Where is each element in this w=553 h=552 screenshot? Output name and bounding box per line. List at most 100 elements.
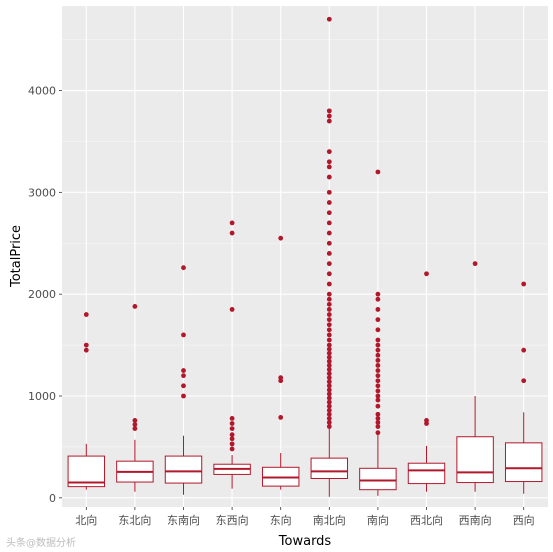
x-tick-label: 东北向 bbox=[118, 513, 151, 527]
y-tick-label: 0 bbox=[49, 492, 56, 505]
x-tick-label: 南北向 bbox=[313, 513, 346, 527]
x-tick-label: 西向 bbox=[513, 513, 535, 527]
outlier-point bbox=[375, 363, 381, 368]
box-iqr bbox=[456, 436, 494, 484]
box-9 bbox=[504, 281, 543, 494]
outlier-point bbox=[326, 108, 332, 114]
outlier-point bbox=[229, 446, 235, 452]
outlier-point bbox=[326, 337, 332, 343]
outlier-point bbox=[326, 332, 332, 338]
outlier-point bbox=[326, 118, 332, 124]
box-iqr bbox=[67, 455, 106, 488]
outlier-point bbox=[375, 169, 381, 175]
outlier-point bbox=[375, 352, 381, 358]
outlier-point bbox=[326, 230, 332, 236]
y-axis-title: TotalPrice bbox=[9, 225, 24, 288]
outlier-point bbox=[375, 327, 381, 333]
outlier-point bbox=[181, 383, 186, 389]
outlier-point bbox=[326, 416, 332, 421]
x-tick-label: 西北向 bbox=[410, 513, 443, 527]
outlier-point bbox=[326, 379, 332, 385]
outlier-point bbox=[229, 220, 235, 226]
box-8 bbox=[456, 261, 494, 492]
box-iqr bbox=[504, 442, 543, 483]
outlier-point bbox=[326, 322, 332, 328]
outlier-point bbox=[229, 432, 235, 438]
outlier-point bbox=[375, 411, 381, 417]
outlier-point bbox=[326, 210, 332, 216]
outlier-point bbox=[521, 378, 527, 384]
outlier-point bbox=[132, 426, 138, 431]
outlier-point bbox=[181, 373, 186, 379]
outlier-point bbox=[229, 416, 235, 421]
outlier-point bbox=[375, 378, 381, 384]
y-tick-label: 4000 bbox=[28, 85, 56, 98]
y-tick-label: 3000 bbox=[28, 186, 56, 199]
outlier-point bbox=[326, 317, 332, 323]
outlier-point bbox=[229, 426, 235, 431]
outlier-point bbox=[375, 383, 381, 389]
x-tick-label: 东西向 bbox=[216, 513, 249, 527]
outlier-point bbox=[326, 200, 332, 205]
box-iqr bbox=[164, 455, 203, 484]
outlier-point bbox=[375, 337, 381, 343]
outlier-point bbox=[326, 383, 332, 389]
outlier-point bbox=[326, 281, 332, 287]
outlier-point bbox=[375, 420, 381, 425]
outlier-point bbox=[326, 391, 332, 397]
outlier-point bbox=[83, 342, 89, 348]
outlier-point bbox=[375, 357, 381, 363]
outlier-point bbox=[326, 261, 332, 267]
outlier-point bbox=[424, 271, 429, 277]
outlier-point bbox=[326, 363, 332, 368]
outlier-point bbox=[326, 16, 332, 22]
outlier-point bbox=[181, 393, 186, 399]
outlier-point bbox=[375, 430, 381, 436]
outlier-point bbox=[181, 368, 186, 373]
outlier-point bbox=[326, 354, 332, 360]
outlier-point bbox=[132, 422, 138, 427]
boxes-layer bbox=[67, 16, 543, 497]
outlier-point bbox=[375, 317, 381, 323]
outlier-point bbox=[375, 416, 381, 421]
outlier-point bbox=[132, 418, 138, 423]
outlier-point bbox=[375, 403, 381, 409]
outlier-point bbox=[375, 307, 381, 312]
outlier-point bbox=[83, 347, 89, 353]
box-7 bbox=[407, 271, 446, 492]
outlier-point bbox=[326, 411, 332, 417]
box-6 bbox=[359, 169, 397, 496]
outlier-point bbox=[326, 358, 332, 364]
plot-panel bbox=[62, 6, 548, 507]
outlier-point bbox=[521, 347, 527, 353]
y-tick-label: 1000 bbox=[28, 390, 56, 403]
outlier-point bbox=[375, 291, 381, 297]
outlier-point bbox=[375, 393, 381, 399]
box-2 bbox=[164, 265, 203, 495]
outlier-point bbox=[326, 346, 332, 352]
outlier-point bbox=[326, 403, 332, 409]
outlier-point bbox=[229, 230, 235, 236]
outlier-point bbox=[83, 312, 89, 317]
outlier-point bbox=[326, 149, 332, 155]
outlier-point bbox=[326, 251, 332, 256]
outlier-point bbox=[229, 421, 235, 426]
outlier-point bbox=[278, 414, 284, 420]
outlier-point bbox=[375, 342, 381, 348]
outlier-point bbox=[375, 397, 381, 403]
outlier-point bbox=[326, 327, 332, 333]
outlier-point bbox=[326, 189, 332, 195]
box-4 bbox=[261, 235, 300, 490]
outlier-point bbox=[326, 220, 332, 226]
outlier-point bbox=[326, 271, 332, 277]
box-1 bbox=[116, 303, 154, 492]
box-iqr bbox=[310, 457, 349, 479]
x-tick-label: 北向 bbox=[75, 513, 97, 527]
outlier-point bbox=[326, 296, 332, 302]
outlier-point bbox=[181, 265, 186, 271]
x-axis: 北向 东北向 东南向 东西向 东向 南北向 南向 西北向 西南向 西向 bbox=[75, 507, 535, 527]
outlier-point bbox=[375, 296, 381, 302]
box-5 bbox=[310, 16, 349, 497]
outlier-point bbox=[326, 399, 332, 405]
